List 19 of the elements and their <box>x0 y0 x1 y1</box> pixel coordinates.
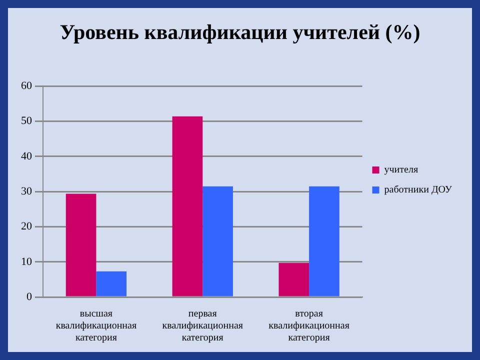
y-tick-label: 50 <box>21 115 32 128</box>
x-tick-label: вторая квалификационная категория <box>268 308 350 344</box>
bar <box>309 186 340 296</box>
y-tick-label: 0 <box>26 290 32 303</box>
x-tick-label: высшая квалификационная категория <box>56 308 137 344</box>
y-tick-label: 40 <box>21 150 32 162</box>
bar <box>172 116 203 296</box>
bar <box>66 194 96 296</box>
bar <box>96 271 127 296</box>
y-tick-label: 20 <box>21 220 32 233</box>
y-tick-label: 30 <box>21 185 32 198</box>
x-tick-label: первая квалификационная категория <box>162 308 244 344</box>
y-tick-label: 10 <box>21 256 32 268</box>
bar <box>278 262 310 296</box>
y-tick-label: 60 <box>21 80 32 92</box>
legend-label: работники ДОУ <box>384 184 453 196</box>
legend-label: учителя <box>384 164 418 176</box>
bar <box>202 186 233 296</box>
chart-title: Уровень квалификации учителей (%) <box>60 20 420 44</box>
